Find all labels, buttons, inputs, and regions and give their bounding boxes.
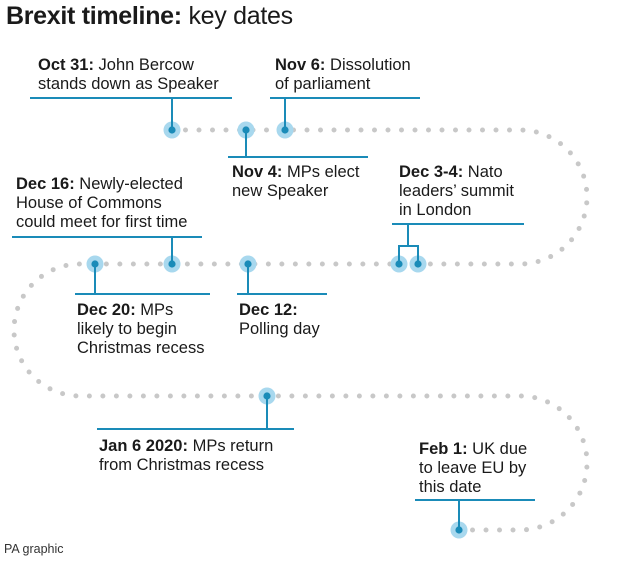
connector-jan6 <box>266 398 268 428</box>
connector-dec3-left <box>398 245 400 263</box>
connector-dec3-stem <box>407 223 409 245</box>
event-date: Nov 4: <box>232 163 283 181</box>
event-text: Dissolution <box>325 56 411 74</box>
event-date: Jan 6 2020: <box>99 437 188 455</box>
connector-nov4 <box>245 129 247 156</box>
event-nov6: Nov 6: Dissolution of parliament <box>275 56 411 94</box>
event-date: Feb 1: <box>419 440 468 458</box>
event-text: to leave EU by <box>419 459 527 477</box>
event-text: of parliament <box>275 75 371 93</box>
event-text: stands down as Speaker <box>38 75 219 93</box>
rule-dec16 <box>12 236 202 238</box>
event-text: Newly-elected <box>74 175 183 193</box>
connector-feb1 <box>458 499 460 531</box>
event-text: UK due <box>467 440 528 458</box>
connector-oct31 <box>171 97 173 129</box>
credit: PA graphic <box>4 542 64 556</box>
event-text: Nato <box>463 163 503 181</box>
event-text: MPs <box>135 301 174 319</box>
marker-dec20 <box>86 255 104 273</box>
rule-dec12 <box>237 293 327 295</box>
event-text: likely to begin <box>77 320 177 338</box>
marker-dec3-right <box>409 255 427 273</box>
title-rest: key dates <box>181 2 293 30</box>
rule-nov4 <box>228 156 368 158</box>
event-nov4: Nov 4: MPs elect new Speaker <box>232 163 359 201</box>
event-text: in London <box>399 201 472 219</box>
event-text: House of Commons <box>16 194 162 212</box>
connector-dec16 <box>171 236 173 264</box>
event-date: Oct 31: <box>38 56 94 74</box>
event-dec3: Dec 3-4: Nato leaders’ summit in London <box>399 163 514 220</box>
event-date: Nov 6: <box>275 56 326 74</box>
event-text: MPs return <box>187 437 274 455</box>
event-date: Dec 3-4: <box>399 163 464 181</box>
event-text: new Speaker <box>232 182 329 200</box>
event-text: Polling day <box>239 320 320 338</box>
event-dec20: Dec 20: MPs likely to begin Christmas re… <box>77 301 204 358</box>
event-text: MPs elect <box>282 163 360 181</box>
connector-dec3-branch <box>398 245 419 247</box>
event-text: Christmas recess <box>77 339 205 357</box>
connector-dec20 <box>94 265 96 293</box>
timeline-dots <box>11 127 590 533</box>
event-feb1: Feb 1: UK due to leave EU by this date <box>419 440 527 497</box>
connector-dec3-right <box>417 245 419 263</box>
event-text: John Bercow <box>93 56 194 74</box>
marker-dec3-left <box>390 255 408 273</box>
event-jan6: Jan 6 2020: MPs return from Christmas re… <box>99 437 273 475</box>
connector-dec12 <box>247 265 249 293</box>
connector-nov6 <box>284 97 286 129</box>
rule-dec20 <box>75 293 210 295</box>
marker-oct31 <box>163 121 181 139</box>
marker-dec12 <box>239 255 257 273</box>
rule-oct31 <box>30 97 232 99</box>
event-date: Dec 20: <box>77 301 136 319</box>
event-text: from Christmas recess <box>99 456 265 474</box>
event-text: could meet for first time <box>16 213 188 231</box>
page-title: Brexit timeline: key dates <box>6 2 293 31</box>
event-date: Dec 12: <box>239 301 298 319</box>
title-bold: Brexit timeline: <box>6 2 182 30</box>
rule-feb1 <box>415 499 535 501</box>
event-oct31: Oct 31: John Bercow stands down as Speak… <box>38 56 219 94</box>
marker-dec16 <box>163 255 181 273</box>
marker-nov6 <box>276 121 294 139</box>
rule-dec3 <box>392 223 524 225</box>
rule-nov6 <box>270 97 420 99</box>
event-dec12: Dec 12: Polling day <box>239 301 320 339</box>
rule-jan6 <box>97 428 294 430</box>
marker-jan6 <box>258 387 276 405</box>
event-text: this date <box>419 478 482 496</box>
event-text: leaders’ summit <box>399 182 514 200</box>
event-date: Dec 16: <box>16 175 75 193</box>
event-dec16: Dec 16: Newly-elected House of Commons c… <box>16 175 187 232</box>
